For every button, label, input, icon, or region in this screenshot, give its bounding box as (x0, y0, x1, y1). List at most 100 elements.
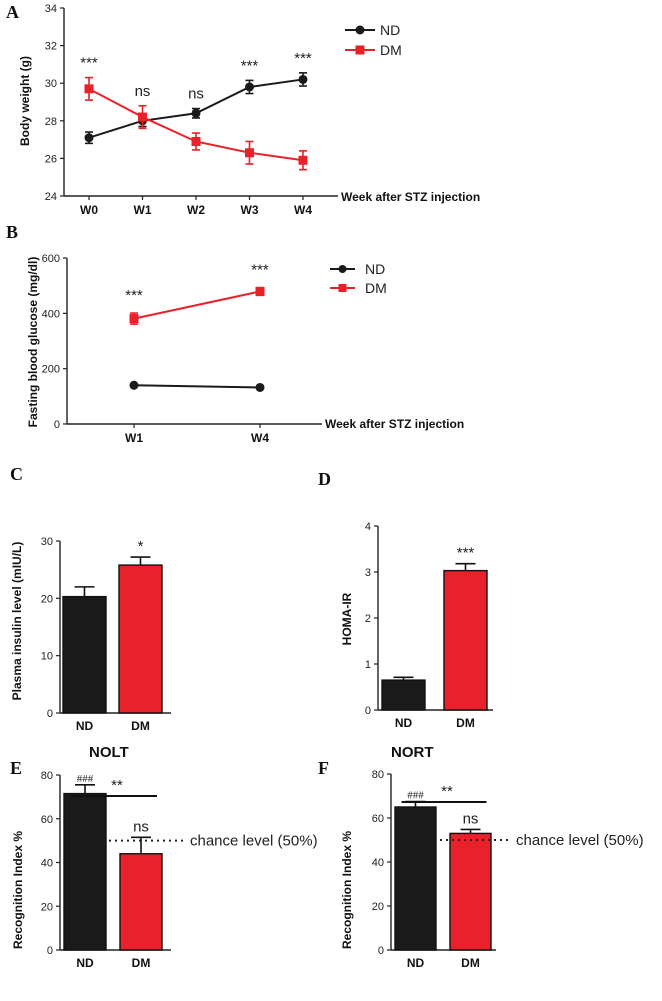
x-tick-label-e: ND (76, 956, 94, 970)
y-axis-label-c: Plasma insulin level (mIU/L) (10, 542, 24, 701)
significance-label: ns (463, 810, 479, 827)
legend-b: ND DM (330, 261, 387, 296)
significance-label: ns (133, 818, 149, 835)
y-tick-label-c: 20 (41, 593, 53, 605)
chance-level-label: chance level (50%) (516, 832, 644, 849)
x-tick-label-c: ND (76, 719, 94, 733)
legend-marker-dm (355, 45, 365, 55)
chart-a: 24 26 28 30 32 34 W0 W1 W2 W3 W4 *** ns ns *** *** (45, 3, 338, 217)
bar-dm (449, 832, 492, 951)
y-tick-label-d: 3 (365, 567, 371, 579)
x-axis-label-a: Week after STZ injection (341, 190, 480, 204)
y-axis-label-e: Recognition Index % (11, 831, 25, 949)
significance-label: *** (251, 262, 269, 279)
y-tick-label-f: 80 (372, 769, 384, 781)
data-point-dm (245, 148, 254, 158)
bar-dm (119, 853, 163, 951)
x-axis-label-b: Week after STZ injection (325, 417, 464, 431)
y-tick-label-e: 40 (41, 858, 53, 870)
data-point-nd (245, 82, 254, 92)
chart-d: 0 1 2 3 4 ND DM *** (365, 521, 493, 730)
y-axis-label-d: HOMA-IR (340, 592, 354, 645)
data-point-nd (255, 382, 265, 392)
x-tick-label-d: ND (395, 716, 413, 730)
y-tick-label-a: 28 (45, 116, 57, 128)
significance-label: ns (135, 83, 151, 100)
chart-title-f: NORT (391, 744, 434, 761)
y-tick-label-c: 10 (41, 651, 53, 663)
y-tick-label-a: 34 (45, 3, 57, 15)
y-tick-label-e: 0 (47, 945, 53, 957)
y-axis-label-f: Recognition Index % (340, 831, 354, 949)
y-tick-label-c: 30 (41, 536, 53, 548)
chart-e: 0 20 40 60 80 ND ### DM ns chance level (50%) ** (41, 770, 318, 970)
chart-b: 0 200 400 600 W1 W4 *** *** (42, 253, 322, 445)
x-tick-label-a: W1 (134, 203, 152, 217)
data-point-dm (138, 112, 147, 122)
data-point-dm (191, 136, 201, 146)
chart-title-e: NOLT (89, 744, 129, 761)
legend-label-dm: DM (380, 42, 402, 58)
data-point-dm (84, 84, 94, 94)
y-tick-label-f: 0 (378, 945, 384, 957)
y-tick-label-a: 30 (45, 78, 57, 90)
data-point-nd (129, 380, 139, 390)
y-tick-label-a: 32 (45, 41, 57, 53)
data-point-nd (298, 74, 308, 84)
x-tick-label-e: DM (132, 956, 151, 970)
x-tick-label-c: DM (131, 719, 150, 733)
series-line-dm (133, 290, 261, 320)
y-tick-label-d: 2 (365, 613, 371, 625)
significance-label: *** (125, 287, 143, 304)
data-point-dm (255, 286, 265, 296)
y-tick-label-b: 600 (42, 253, 60, 265)
legend-marker-nd (355, 25, 365, 35)
legend-label-nd: ND (380, 22, 400, 38)
bar-dm (443, 569, 488, 711)
significance-label: *** (241, 57, 259, 74)
x-tick-label-d: DM (456, 716, 475, 730)
y-tick-label-c: 0 (47, 708, 53, 720)
panel-label-e: E (10, 758, 22, 778)
x-tick-label-a: W2 (187, 203, 205, 217)
x-tick-label-b: W4 (251, 431, 269, 445)
chart-f: 0 20 40 60 80 ND ### DM ns chance level (50%) ** (372, 769, 644, 970)
panel-label-b: B (6, 222, 18, 242)
y-tick-label-b: 400 (42, 308, 60, 320)
y-tick-label-d: 0 (365, 705, 371, 717)
legend-a: ND DM (345, 22, 402, 58)
y-tick-label-f: 20 (372, 901, 384, 913)
y-tick-label-f: 40 (372, 857, 384, 869)
data-point-dm (298, 155, 308, 165)
y-tick-label-a: 26 (45, 153, 57, 165)
x-tick-label-a: W4 (294, 203, 312, 217)
y-tick-label-d: 1 (365, 659, 371, 671)
y-axis-label-b: Fasting blood glucose (mg/dl) (26, 257, 40, 428)
significance-label: *** (457, 545, 475, 562)
bracket-significance-label: ** (441, 783, 453, 800)
x-tick-label-a: W0 (80, 203, 98, 217)
series-line-nd (133, 384, 261, 389)
chart-c: 0 10 20 30 ND DM * (41, 536, 171, 733)
significance-label: *** (80, 55, 98, 72)
legend-marker-dm (338, 284, 347, 292)
y-tick-label-a: 24 (45, 191, 57, 203)
legend-label-nd: ND (365, 261, 385, 277)
bar-nd (381, 679, 426, 711)
legend-marker-nd (338, 265, 347, 273)
x-tick-label-f: ND (407, 956, 425, 970)
y-tick-label-e: 80 (41, 770, 53, 782)
panel-label-a: A (6, 2, 19, 22)
bracket-significance-label: ** (111, 777, 123, 794)
panel-label-f: F (318, 758, 329, 778)
significance-label: ns (188, 86, 204, 103)
y-tick-label-e: 20 (41, 901, 53, 913)
significance-label: ### (77, 773, 94, 785)
legend-label-dm: DM (365, 280, 387, 296)
y-tick-label-b: 0 (54, 419, 60, 431)
panel-label-d: D (318, 469, 331, 489)
x-tick-label-f: DM (461, 956, 480, 970)
significance-label: *** (294, 50, 312, 67)
x-tick-label-a: W3 (241, 203, 259, 217)
